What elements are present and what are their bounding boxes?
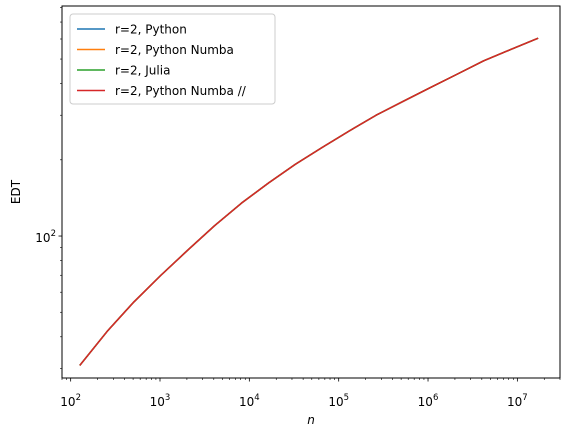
- x-tick-label: 107: [507, 393, 528, 409]
- x-tick-label-base: 10: [150, 395, 165, 409]
- legend-label: r=2, Julia: [115, 64, 170, 78]
- x-tick-label-base: 10: [507, 395, 522, 409]
- x-tick-label-exponent: 2: [76, 393, 81, 403]
- x-tick-label-exponent: 6: [433, 393, 438, 403]
- y-axis-label: EDT: [9, 179, 23, 204]
- legend-box: [69, 13, 276, 105]
- series-layer: [79, 37, 539, 366]
- x-tick-label: 105: [328, 393, 349, 409]
- legend-label: r=2, Python Numba //: [115, 84, 247, 98]
- legend: r=2, Python r=2, Python Numba r=2, Julia r=…: [69, 13, 276, 105]
- y-tick-label-exponent: 2: [51, 229, 56, 239]
- x-tick-label: 104: [239, 393, 260, 409]
- x-tick-label-base: 10: [60, 395, 75, 409]
- x-tick-label-base: 10: [418, 395, 433, 409]
- x-tick-label-exponent: 4: [254, 393, 259, 403]
- x-tick-label-exponent: 3: [165, 393, 170, 403]
- x-axis-label: n: [307, 413, 315, 427]
- plot-frame: [61, 5, 561, 379]
- y-tick-label: 102: [35, 229, 56, 245]
- x-tick-label: 106: [418, 393, 439, 409]
- x-tick-label: 102: [60, 393, 81, 409]
- legend-label: r=2, Python Numba: [115, 43, 234, 57]
- x-tick-label-base: 10: [328, 395, 343, 409]
- x-tick-label-base: 10: [239, 395, 254, 409]
- legend-label: r=2, Python: [115, 23, 187, 37]
- y-tick-label-base: 10: [35, 231, 50, 245]
- x-tick-label: 103: [150, 393, 171, 409]
- x-tick-label-exponent: 7: [522, 393, 527, 403]
- x-tick-label-exponent: 5: [344, 393, 349, 403]
- series-line-4: [79, 37, 539, 366]
